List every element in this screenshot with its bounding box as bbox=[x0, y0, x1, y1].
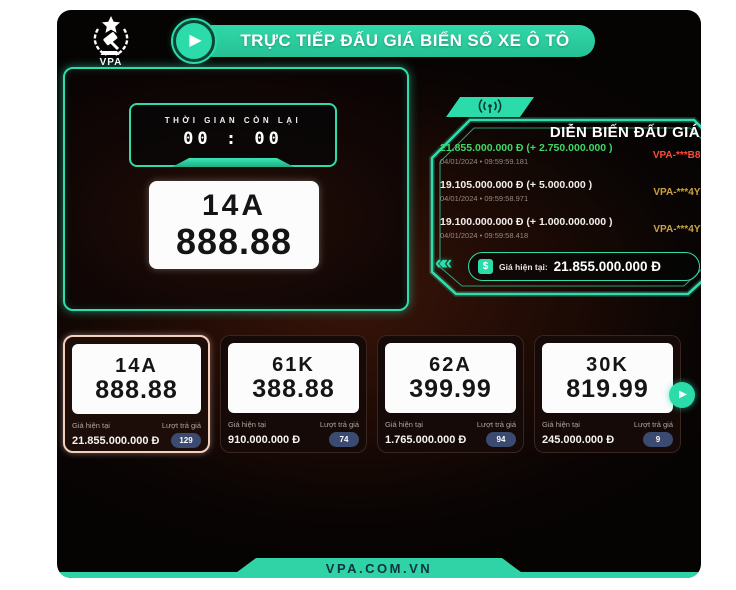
bid-panel-title: DIỄN BIẾN ĐẤU GIÁ bbox=[549, 124, 700, 141]
current-price-value: 21.855.000.000 Đ bbox=[553, 259, 661, 274]
broadcast-icon bbox=[478, 98, 502, 114]
footer-url-band: VPA.COM.VN bbox=[229, 558, 529, 578]
bid-amount: 19.105.000.000 Đ (+ 5.000.000 ) bbox=[440, 179, 593, 191]
bidder-id: VPA-***B81 bbox=[652, 150, 701, 161]
livestream-title-banner: TRỰC TIẾP ĐẤU GIÁ BIỂN SỐ XE Ô TÔ bbox=[197, 25, 595, 57]
plate-card-30k[interactable]: 30K 819.99 Giá hiện tại Lượt trả giá 245… bbox=[534, 335, 681, 453]
bidder-id: VPA-***4Y7 bbox=[653, 224, 701, 235]
card-plate-prefix: 61K bbox=[272, 353, 315, 376]
timer-value: 00 : 00 bbox=[183, 129, 283, 149]
card-price-label: Giá hiện tại bbox=[542, 420, 580, 429]
card-plate-prefix: 30K bbox=[586, 353, 629, 376]
timer-label: THỜI GIAN CÒN LẠI bbox=[164, 116, 302, 125]
card-price-label: Giá hiện tại bbox=[385, 420, 423, 429]
vpa-logo-icon: VPA bbox=[81, 15, 141, 68]
svg-text:VPA: VPA bbox=[100, 57, 123, 67]
card-plate: 30K 819.99 bbox=[542, 343, 673, 413]
bid-count-badge: 94 bbox=[486, 432, 516, 447]
countdown-timer: THỜI GIAN CÒN LẠI 00 : 00 bbox=[129, 103, 337, 167]
play-icon: ▶ bbox=[189, 32, 202, 49]
card-plate-number: 888.88 bbox=[95, 375, 178, 404]
bid-history-panel: DIỄN BIẾN ĐẤU GIÁ 21.855.000.000 Đ (+ 2.… bbox=[422, 94, 701, 316]
footer-url: VPA.COM.VN bbox=[325, 560, 433, 576]
bid-amount: 19.100.000.000 Đ (+ 1.000.000.000 ) bbox=[440, 216, 613, 228]
card-plate: 62A 399.99 bbox=[385, 343, 516, 413]
card-bids-label: Lượt trả giá bbox=[319, 420, 359, 429]
card-price-label: Giá hiện tại bbox=[228, 420, 266, 429]
dollar-icon: $ bbox=[478, 259, 493, 274]
next-arrow-icon: ▶ bbox=[679, 389, 687, 400]
card-plate-prefix: 14A bbox=[115, 354, 158, 377]
plate-prefix: 14A bbox=[201, 188, 267, 222]
card-plate-number: 819.99 bbox=[566, 374, 649, 403]
card-price: 21.855.000.000 Đ bbox=[72, 434, 160, 447]
card-price: 910.000.000 Đ bbox=[228, 433, 301, 446]
bid-count-badge: 74 bbox=[329, 432, 359, 447]
card-bids-label: Lượt trả giá bbox=[633, 420, 673, 429]
bid-amount: 21.855.000.000 Đ (+ 2.750.000.000 ) bbox=[440, 142, 613, 154]
card-plate: 61K 388.88 bbox=[228, 343, 359, 413]
bid-panel-frame bbox=[429, 97, 701, 297]
bid-timestamp: 04/01/2024 • 09:59:59.181 bbox=[440, 157, 529, 166]
card-price: 1.765.000.000 Đ bbox=[385, 433, 467, 446]
card-plate-prefix: 62A bbox=[429, 353, 472, 376]
plate-number: 888.88 bbox=[175, 220, 293, 262]
bid-entry: 19.100.000.000 Đ (+ 1.000.000.000 ) 04/0… bbox=[440, 216, 701, 250]
current-price-label: Giá hiện tại: bbox=[499, 261, 548, 272]
card-plate: 14A 888.88 bbox=[72, 344, 201, 414]
card-bids-label: Lượt trả giá bbox=[161, 421, 201, 430]
page-title: TRỰC TIẾP ĐẤU GIÁ BIỂN SỐ XE Ô TÔ bbox=[240, 31, 570, 50]
plate-card-14a[interactable]: 14A 888.88 Giá hiện tại Lượt trả giá 21.… bbox=[63, 335, 210, 453]
bid-timestamp: 04/01/2024 • 09:59:58.418 bbox=[440, 231, 529, 240]
livestream-panel: VPA ▶ TRỰC TIẾP ĐẤU GIÁ BIỂN SỐ XE Ô TÔ … bbox=[57, 10, 701, 578]
bid-timestamp: 04/01/2024 • 09:59:58.971 bbox=[440, 194, 529, 203]
card-price: 245.000.000 Đ bbox=[542, 433, 615, 446]
current-license-plate: 14A 888.88 bbox=[149, 181, 319, 269]
carousel-next-button[interactable]: ▶ bbox=[669, 382, 695, 408]
live-play-button[interactable]: ▶ bbox=[173, 20, 215, 62]
bid-entry: 21.855.000.000 Đ (+ 2.750.000.000 ) 04/0… bbox=[440, 142, 701, 176]
collapse-chevrons-icon[interactable]: «« bbox=[435, 253, 452, 274]
bid-count-badge: 9 bbox=[643, 432, 673, 447]
card-plate-number: 399.99 bbox=[409, 374, 492, 403]
card-plate-number: 388.88 bbox=[252, 374, 335, 403]
bid-count-badge: 129 bbox=[171, 433, 201, 448]
card-price-label: Giá hiện tại bbox=[72, 421, 110, 430]
auction-stage: THỜI GIAN CÒN LẠI 00 : 00 14A 888.88 bbox=[63, 67, 409, 311]
card-bids-label: Lượt trả giá bbox=[476, 420, 516, 429]
plate-card-62a[interactable]: 62A 399.99 Giá hiện tại Lượt trả giá 1.7… bbox=[377, 335, 524, 453]
current-price-pill: $ Giá hiện tại: 21.855.000.000 Đ bbox=[468, 252, 700, 281]
bidder-id: VPA-***4Y7 bbox=[653, 187, 701, 198]
bid-entry: 19.105.000.000 Đ (+ 5.000.000 ) 04/01/20… bbox=[440, 179, 701, 213]
plate-card-61k[interactable]: 61K 388.88 Giá hiện tại Lượt trả giá 910… bbox=[220, 335, 367, 453]
